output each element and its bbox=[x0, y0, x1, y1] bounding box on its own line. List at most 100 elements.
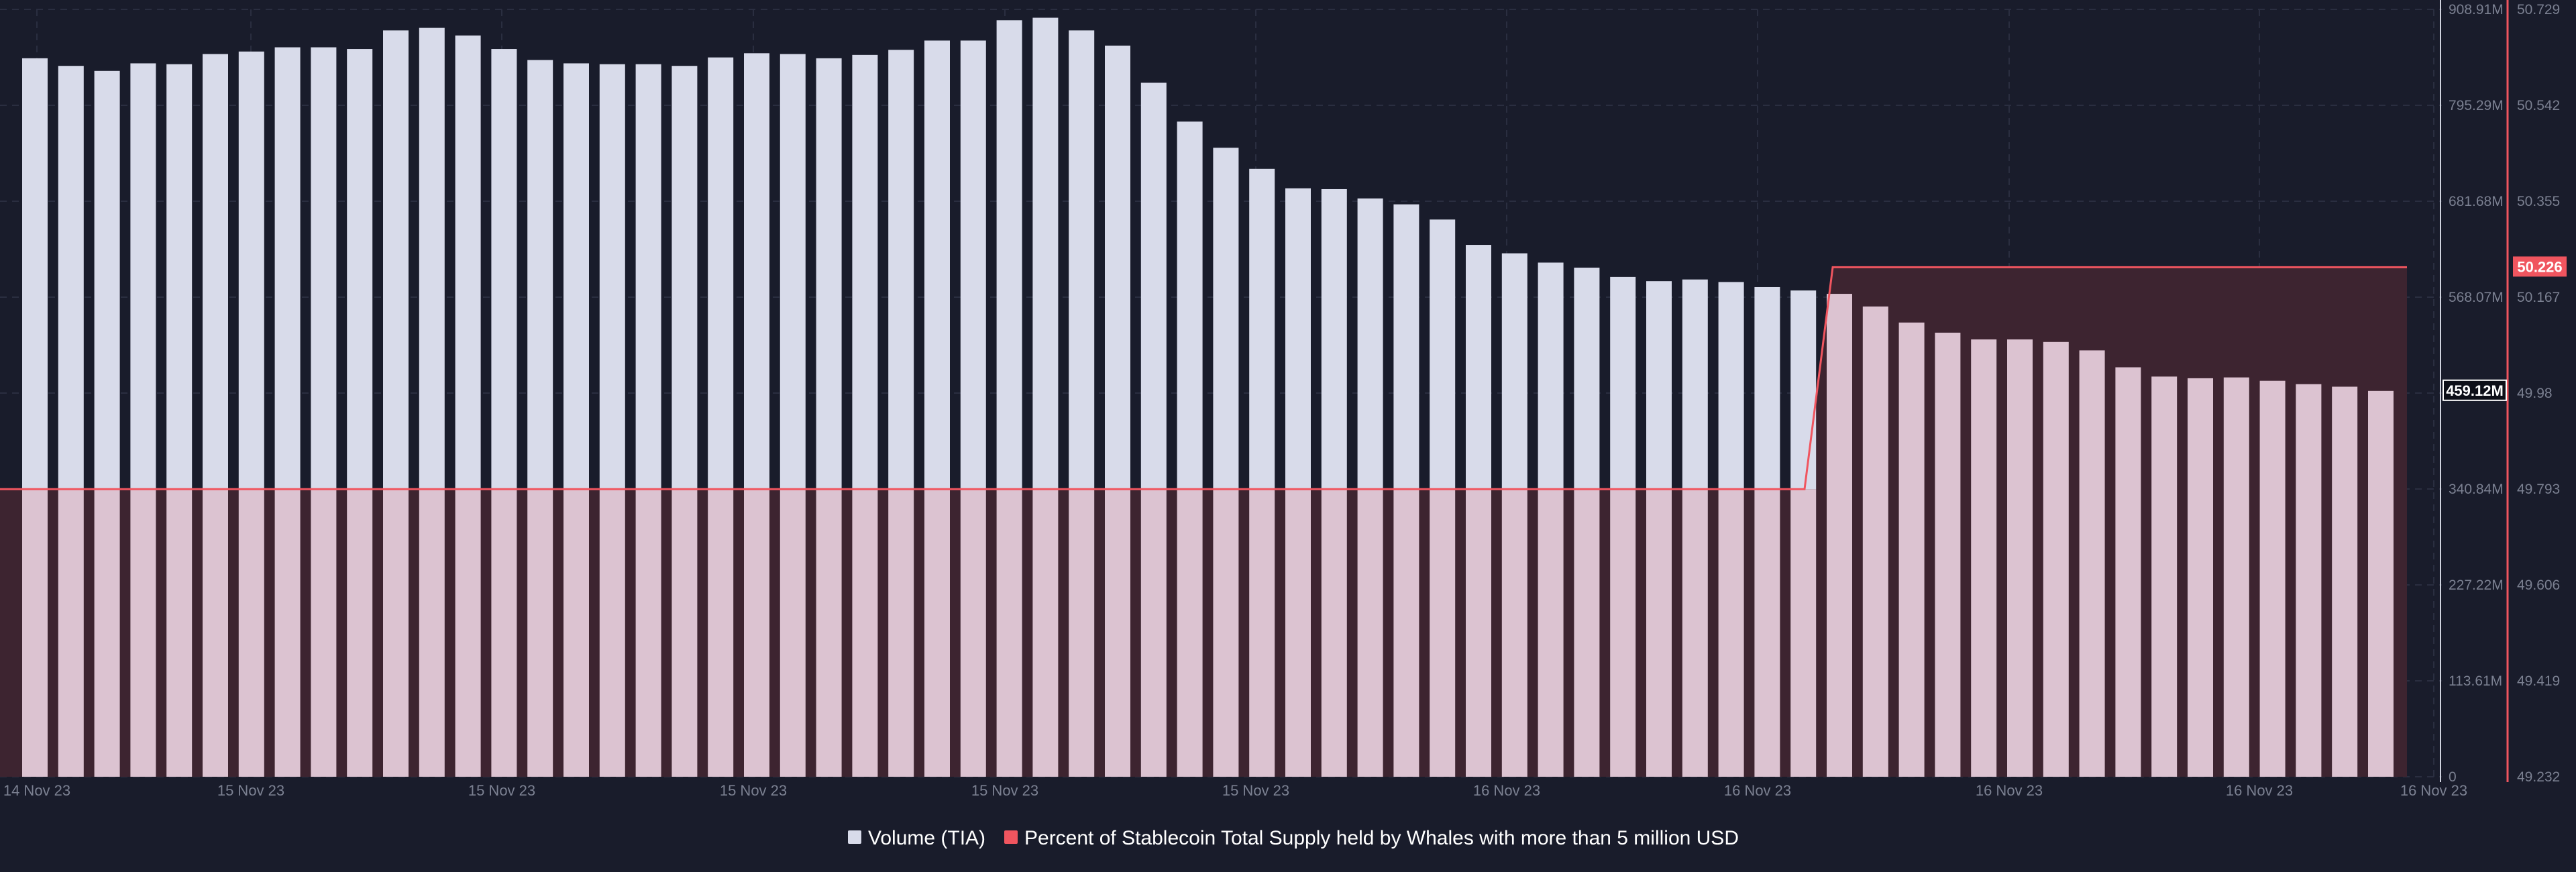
volume-bar-series bbox=[22, 17, 2394, 777]
volume-bar bbox=[672, 66, 698, 490]
volume-bar bbox=[2296, 384, 2322, 777]
volume-axis-tick-label: 568.07M bbox=[2449, 290, 2504, 305]
volume-bar bbox=[564, 63, 589, 490]
volume-bar bbox=[2043, 341, 2069, 777]
volume-bar bbox=[1574, 268, 1600, 490]
volume-bar bbox=[1393, 204, 1419, 490]
volume-bar bbox=[22, 58, 48, 490]
volume-bar bbox=[1249, 168, 1275, 490]
volume-bar bbox=[635, 64, 661, 490]
volume-bar bbox=[166, 64, 193, 490]
volume-bar bbox=[1935, 332, 1961, 777]
volume-bar bbox=[274, 47, 301, 490]
volume-bar-overlap bbox=[672, 489, 698, 777]
volume-axis-tick-label: 340.84M bbox=[2449, 482, 2504, 497]
volume-bar-overlap bbox=[311, 489, 337, 777]
volume-bar-overlap bbox=[708, 489, 734, 777]
volume-bar bbox=[455, 35, 481, 490]
volume-bar bbox=[527, 60, 553, 490]
x-axis-tick-label: 16 Nov 23 bbox=[2226, 782, 2293, 799]
whale-axis-tick-label: 49.606 bbox=[2517, 578, 2560, 593]
volume-bar bbox=[58, 66, 84, 490]
volume-bar-overlap bbox=[1754, 489, 1780, 777]
volume-bar-overlap bbox=[1610, 489, 1636, 777]
volume-bar-overlap bbox=[780, 489, 806, 777]
volume-bar bbox=[2007, 339, 2033, 777]
legend: Volume (TIA) Percent of Stablecoin Total … bbox=[848, 827, 1739, 849]
volume-bar bbox=[130, 63, 156, 490]
volume-bar-overlap bbox=[1538, 489, 1564, 777]
volume-bar-overlap bbox=[1069, 489, 1095, 777]
volume-axis-tick-label: 0 bbox=[2449, 769, 2457, 785]
volume-bar bbox=[1501, 253, 1527, 490]
volume-axis-tick-label: 681.68M bbox=[2449, 194, 2504, 209]
volume-bar-overlap bbox=[1646, 489, 1672, 777]
volume-bar-overlap bbox=[1357, 489, 1383, 777]
volume-bar-overlap bbox=[22, 489, 48, 777]
volume-bar-overlap bbox=[58, 489, 84, 777]
legend-label-whale: Percent of Stablecoin Total Supply held … bbox=[1024, 827, 1739, 849]
volume-bar bbox=[1357, 198, 1383, 490]
volume-bar bbox=[1682, 279, 1708, 490]
volume-bar-overlap bbox=[960, 489, 986, 777]
legend-swatch-volume bbox=[848, 830, 861, 844]
volume-bar bbox=[1538, 262, 1564, 490]
volume-bar-overlap bbox=[238, 489, 264, 777]
volume-bar-overlap bbox=[1574, 489, 1600, 777]
whale-axis-tick-label: 50.542 bbox=[2517, 98, 2560, 113]
volume-axis-tick-label: 113.61M bbox=[2449, 673, 2502, 689]
volume-bar-overlap bbox=[1249, 489, 1275, 777]
volume-bar-overlap bbox=[130, 489, 156, 777]
x-axis-tick-label: 15 Nov 23 bbox=[217, 782, 284, 799]
volume-bar-overlap bbox=[1105, 489, 1130, 777]
volume-bar bbox=[1213, 148, 1239, 490]
volume-bar bbox=[744, 53, 769, 490]
volume-bar bbox=[1790, 290, 1817, 490]
x-axis-tick-label: 16 Nov 23 bbox=[1976, 782, 2043, 799]
volume-bar-overlap bbox=[527, 489, 553, 777]
volume-bar-overlap bbox=[1177, 489, 1203, 777]
volume-bar bbox=[1466, 245, 1491, 490]
volume-bar bbox=[347, 49, 373, 490]
volume-bar-overlap bbox=[274, 489, 301, 777]
volume-bar bbox=[1430, 219, 1456, 490]
volume-bar-overlap bbox=[1466, 489, 1491, 777]
volume-bar bbox=[1140, 83, 1167, 490]
volume-bar-overlap bbox=[491, 489, 517, 777]
volume-bar bbox=[816, 58, 842, 490]
volume-bar bbox=[1862, 306, 1888, 777]
volume-bar-overlap bbox=[1790, 489, 1817, 777]
volume-bar-overlap bbox=[166, 489, 193, 777]
axes: 908.91M 795.29M 681.68M 568.07M 340.84M 227.2… bbox=[3, 0, 2567, 799]
volume-current-badge bbox=[2443, 379, 2507, 401]
whale-axis-tick-label: 49.793 bbox=[2517, 482, 2560, 497]
volume-bar-overlap bbox=[924, 489, 950, 777]
volume-bar bbox=[780, 54, 806, 490]
legend-swatch-whale bbox=[1004, 830, 1018, 844]
volume-bar bbox=[1069, 30, 1095, 490]
volume-bar bbox=[1177, 121, 1203, 490]
volume-bar bbox=[2368, 390, 2394, 777]
volume-bar-overlap bbox=[94, 489, 120, 777]
volume-bar bbox=[852, 54, 878, 490]
volume-bar-overlap bbox=[455, 489, 481, 777]
volume-bar-overlap bbox=[1682, 489, 1708, 777]
volume-bar bbox=[491, 49, 517, 490]
volume-bar bbox=[1285, 188, 1311, 490]
volume-bar-overlap bbox=[1032, 489, 1059, 777]
volume-bar bbox=[599, 64, 625, 490]
x-axis-tick-label: 16 Nov 23 bbox=[2400, 782, 2467, 799]
volume-bar-overlap bbox=[888, 489, 914, 777]
volume-bar bbox=[2332, 386, 2358, 777]
whale-axis-tick-label: 49.98 bbox=[2517, 386, 2553, 401]
volume-bar bbox=[888, 50, 914, 490]
volume-bar bbox=[924, 40, 950, 490]
volume-bar bbox=[1718, 282, 1744, 490]
whale-axis-tick-label: 49.232 bbox=[2517, 769, 2560, 785]
volume-bar bbox=[238, 51, 264, 490]
x-axis-tick-label: 15 Nov 23 bbox=[1222, 782, 1289, 799]
volume-bar bbox=[1971, 339, 1997, 777]
volume-bar-overlap bbox=[203, 489, 228, 777]
volume-bar bbox=[383, 30, 409, 490]
